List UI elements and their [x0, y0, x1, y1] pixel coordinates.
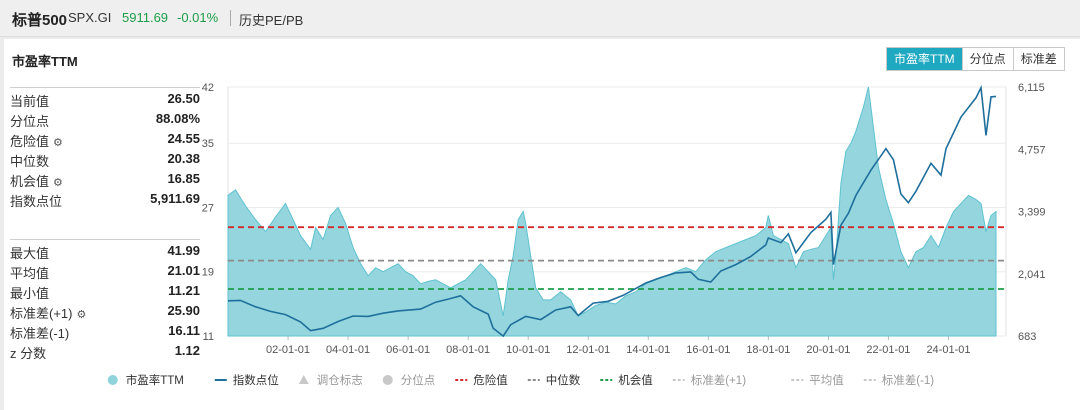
x-tick-label: 18-01-01 — [746, 344, 790, 356]
index-change: -0.01% — [177, 10, 219, 25]
x-tick-label: 20-01-01 — [806, 344, 850, 356]
header-divider — [230, 10, 231, 26]
x-tick-label: 02-01-01 — [266, 344, 310, 356]
tab-percentile[interactable]: 分位点 — [962, 48, 1014, 70]
legend-label[interactable]: 机会值 — [618, 373, 653, 387]
stat-mean: 平均值 21.01 — [10, 263, 200, 281]
gear-icon[interactable]: ⚙ — [53, 137, 63, 149]
legend-label[interactable]: 平均值 — [809, 374, 844, 387]
stat-danger: 危险值 ⚙ 24.55 — [10, 131, 200, 149]
legend-label[interactable]: 调仓标志 — [317, 373, 363, 387]
y-left-tick-label: 42 — [202, 82, 214, 94]
stats-divider-bottom — [10, 239, 200, 240]
stat-stddev-minus: 标准差(-1) 16.11 — [10, 323, 200, 341]
stat-median: 中位数 20.38 — [10, 151, 200, 169]
legend-label[interactable]: 标准差(-1) — [882, 373, 935, 387]
legend-symbol — [382, 375, 393, 385]
index-code: SPX.GI — [68, 10, 112, 25]
page-subtitle[interactable]: 历史PE/PB — [239, 13, 304, 28]
x-tick-label: 06-01-01 — [386, 344, 430, 356]
stat-zscore: z 分数 1.12 — [10, 343, 200, 361]
x-tick-label: 14-01-01 — [626, 344, 670, 356]
legend-symbol — [298, 375, 309, 384]
legend-label[interactable]: 危险值 — [473, 373, 508, 387]
stat-opportunity: 机会值 ⚙ 16.85 — [10, 171, 200, 189]
stats-top: 当前值 26.50 分位点 88.08% 危险值 ⚙ 24.55 中位数 20.38 机会… — [10, 89, 200, 209]
tab-pe[interactable]: 市盈率TTM — [887, 48, 963, 70]
stat-stddev-plus: 标准差(+1) ⚙ 25.90 — [10, 303, 200, 321]
y-right-tick-label: 683 — [1018, 331, 1036, 343]
section-title: 市盈率TTM — [12, 54, 78, 69]
legend-symbol — [107, 375, 118, 385]
y-left-tick-label: 27 — [202, 202, 214, 214]
stat-index-level: 指数点位 5,911.69 — [10, 191, 200, 209]
y-left-tick-label: 11 — [203, 331, 214, 343]
tab-stddev[interactable]: 标准差 — [1013, 48, 1064, 70]
legend-label[interactable]: 市盈率TTM — [126, 373, 184, 387]
stat-max: 最大值 41.99 — [10, 243, 200, 261]
x-tick-label: 12-01-01 — [566, 344, 610, 356]
series-pe-area — [227, 86, 997, 337]
stats-bottom: 最大值 41.99 平均值 21.01 最小值 11.21 标准差(+1) ⚙ 25.90… — [10, 241, 200, 361]
y-right-tick-label: 4,757 — [1018, 144, 1046, 156]
view-tabs: 市盈率TTM 分位点 标准差 — [886, 47, 1065, 71]
top-bar: 标普500 SPX.GI 5911.69 -0.01% 历史PE/PB — [0, 0, 1080, 37]
legend-label[interactable]: 分位点 — [401, 373, 436, 387]
x-tick-label: 04-01-01 — [326, 344, 370, 356]
gear-icon[interactable]: ⚙ — [53, 177, 63, 189]
y-right-tick-label: 6,115 — [1018, 82, 1045, 94]
stat-current: 当前值 26.50 — [10, 91, 200, 109]
stats-divider-top — [10, 87, 200, 88]
x-tick-label: 24-01-01 — [926, 344, 970, 356]
x-tick-label: 22-01-01 — [866, 344, 910, 356]
y-left-tick-label: 35 — [202, 138, 214, 150]
x-tick-label: 08-01-01 — [446, 344, 490, 356]
legend-label[interactable]: 中位数 — [546, 373, 581, 387]
gear-icon[interactable]: ⚙ — [76, 309, 87, 321]
legend-label[interactable]: 标准差(+1) — [691, 373, 746, 387]
y-right-tick-label: 3,399 — [1018, 207, 1046, 219]
index-name: 标普500 — [12, 12, 68, 29]
y-left-tick-label: 19 — [202, 267, 214, 279]
x-tick-label: 16-01-01 — [686, 344, 730, 356]
stat-percentile: 分位点 88.08% — [10, 111, 200, 129]
stat-min: 最小值 11.21 — [10, 283, 200, 301]
index-price: 5911.69 — [122, 10, 169, 25]
legend-label[interactable]: 指数点位 — [233, 373, 279, 387]
x-tick-label: 10-01-01 — [506, 344, 550, 356]
series-index-line — [227, 84, 997, 338]
y-right-tick-label: 2,041 — [1018, 269, 1046, 281]
